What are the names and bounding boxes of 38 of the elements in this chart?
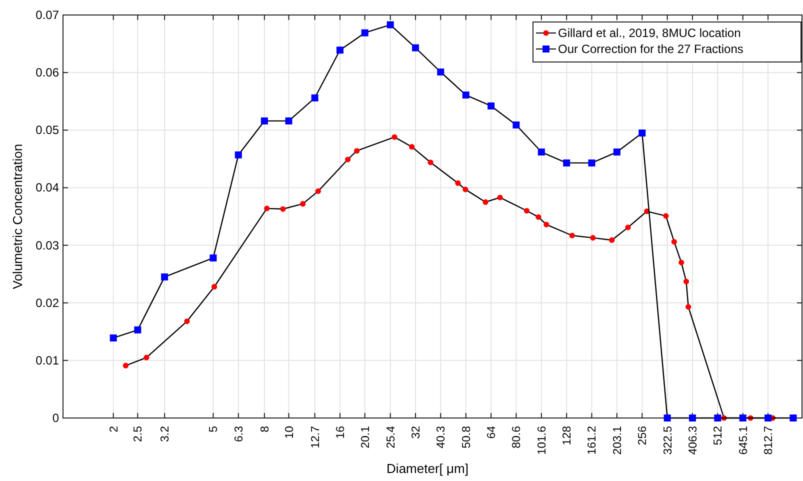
x-tick-label: 20.1 bbox=[360, 426, 372, 448]
x-tick-label: 50.8 bbox=[460, 426, 473, 448]
x-tick-label: 40.3 bbox=[436, 426, 448, 448]
y-tick-label: 0.03 bbox=[36, 238, 60, 252]
x-tick-label: 406.3 bbox=[687, 426, 700, 455]
x-tick-label: 12.7 bbox=[310, 426, 322, 448]
y-tick-label: 0.02 bbox=[36, 296, 60, 310]
legend-label: Our Correction for the 27 Fractions bbox=[558, 42, 744, 56]
x-tick-label: 2.5 bbox=[132, 426, 145, 442]
x-tick-label: 64 bbox=[486, 425, 498, 439]
x-tick-label: 5 bbox=[208, 426, 220, 432]
x-tick-label: 6.3 bbox=[233, 426, 246, 442]
x-tick-label: 101.6 bbox=[536, 426, 548, 455]
x-tick-label: 203.1 bbox=[612, 426, 624, 455]
x-tick-label: 10 bbox=[284, 426, 296, 439]
x-axis-title: Diameter[ μm] bbox=[386, 461, 468, 476]
legend-label: Gillard et al., 2019, 8MUC location bbox=[558, 26, 741, 40]
x-tick-label: 8 bbox=[259, 426, 272, 432]
x-tick-label: 80.6 bbox=[511, 426, 524, 448]
x-tick-label: 32 bbox=[410, 426, 423, 439]
x-tick-label: 161.2 bbox=[586, 426, 599, 455]
y-tick-label: 0 bbox=[52, 411, 60, 425]
y-tick-label: 0.01 bbox=[36, 353, 60, 368]
y-axis-title: Volumetric Concentration bbox=[10, 144, 25, 290]
x-tick-label: 128 bbox=[562, 426, 574, 446]
x-tick-label: 3.2 bbox=[160, 426, 172, 442]
y-tick-label: 0.04 bbox=[36, 180, 60, 195]
x-tick-label: 645.1 bbox=[738, 426, 750, 455]
x-tick-label: 812.7 bbox=[763, 426, 776, 455]
x-tick-label: 512 bbox=[712, 426, 725, 446]
x-tick-label: 25.4 bbox=[385, 425, 398, 448]
x-tick-label: 2 bbox=[108, 426, 120, 432]
y-tick-label: 0.06 bbox=[36, 66, 60, 80]
y-tick-label: 0.07 bbox=[36, 8, 60, 22]
x-tick-label: 256 bbox=[637, 426, 650, 446]
y-tick-label: 0.05 bbox=[36, 123, 60, 138]
x-tick-label: 322.5 bbox=[662, 426, 674, 455]
x-tick-label: 16 bbox=[334, 426, 347, 439]
